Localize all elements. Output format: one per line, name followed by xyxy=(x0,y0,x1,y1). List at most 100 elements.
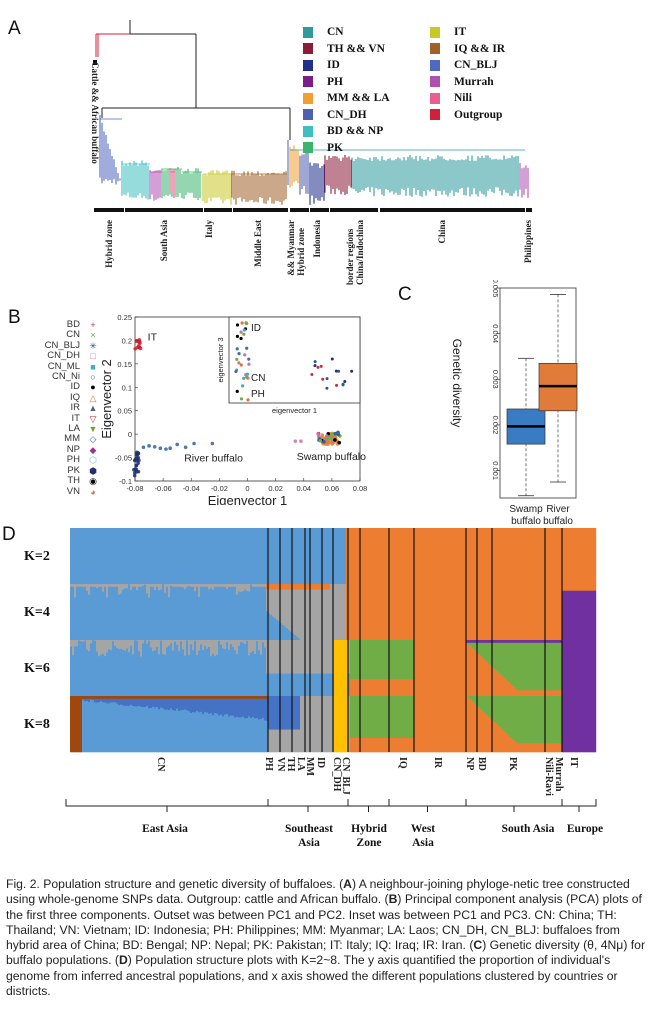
admixture-segment xyxy=(186,698,189,711)
admixture-segment xyxy=(350,584,353,641)
admixture-segment xyxy=(182,649,185,697)
admixture-segment xyxy=(396,679,399,697)
admixture-segment xyxy=(238,717,241,753)
legend-label: IQ && IR xyxy=(454,42,506,55)
admixture-segment xyxy=(516,642,519,690)
admixture-segment xyxy=(588,696,591,753)
admixture-segment xyxy=(488,716,491,753)
admixture-segment xyxy=(318,589,321,641)
admixture-segment xyxy=(250,652,253,697)
tree-region-bar xyxy=(330,208,378,212)
admixture-segment xyxy=(454,528,457,585)
admixture-segment xyxy=(300,696,303,753)
admixture-segment xyxy=(354,738,357,753)
admixture-segment xyxy=(258,698,261,720)
admixture-segment xyxy=(246,698,249,719)
admixture-segment xyxy=(84,586,87,641)
admixture-segment xyxy=(92,696,95,700)
admixture-segment xyxy=(168,709,171,753)
admixture-segment xyxy=(382,640,385,680)
admixture-segment xyxy=(548,584,551,641)
admixture-segment xyxy=(376,640,379,680)
admixture-segment xyxy=(344,528,347,585)
admixture-segment xyxy=(452,640,455,697)
admixture-segment xyxy=(510,528,513,585)
admixture-segment xyxy=(486,584,489,641)
admixture-segment xyxy=(106,696,109,700)
admixture-segment xyxy=(532,640,535,644)
admixture-segment xyxy=(232,698,235,716)
admixture-segment xyxy=(524,640,527,644)
admixture-segment xyxy=(178,696,181,700)
admixture-segment xyxy=(104,640,107,657)
admixture-segment xyxy=(94,702,97,753)
admixture-segment xyxy=(182,528,185,585)
admixture-segment xyxy=(324,640,327,674)
admixture-segment xyxy=(114,696,117,700)
admixture-segment xyxy=(540,743,543,753)
admixture-segment xyxy=(96,588,99,641)
admixture-segment xyxy=(502,642,505,677)
admixture-segment xyxy=(504,528,507,585)
admixture-segment xyxy=(386,679,389,697)
admixture-segment xyxy=(458,640,461,697)
admixture-segment xyxy=(166,584,169,588)
admixture-segment xyxy=(160,707,163,753)
admixture-segment xyxy=(112,586,115,641)
admixture-segment xyxy=(518,584,521,641)
admixture-segment xyxy=(594,696,597,753)
admixture-segment xyxy=(432,528,435,585)
pca-legend-symbol: ■ xyxy=(90,361,96,372)
admixture-segment xyxy=(344,696,347,753)
admixture-segment xyxy=(592,696,595,753)
pca-point xyxy=(152,444,157,449)
admixture-segment xyxy=(460,584,463,641)
admixture-segment xyxy=(290,673,293,697)
admixture-segment xyxy=(466,584,469,641)
admixture-segment xyxy=(166,709,169,753)
admixture-segment xyxy=(366,696,369,739)
admixture-segment xyxy=(320,640,323,674)
pca-y-tick-label: -0.05 xyxy=(115,454,132,463)
pca-inset-point xyxy=(310,372,314,376)
admixture-segment xyxy=(176,696,179,700)
pca-legend-symbol: ⬢ xyxy=(89,465,97,476)
admixture-segment xyxy=(578,640,581,697)
admixture-segment xyxy=(206,696,209,700)
admixture-segment xyxy=(270,614,273,641)
admixture-segment xyxy=(172,696,175,700)
admixture-segment xyxy=(324,696,327,753)
admixture-segment xyxy=(302,584,305,590)
admixture-segment xyxy=(190,712,193,753)
pca-legend-symbol: + xyxy=(90,320,96,330)
caption-text: Fig. 2. Population structure and genetic… xyxy=(6,877,344,891)
admixture-segment xyxy=(248,640,251,656)
admixture-segment xyxy=(288,673,291,697)
admixture-segment xyxy=(184,589,187,641)
admixture-segment xyxy=(312,640,315,674)
pca-inset-point xyxy=(313,360,317,364)
admixture-segment xyxy=(472,696,475,702)
admixture-segment xyxy=(178,586,181,641)
admixture-segment xyxy=(346,584,349,641)
admixture-segment xyxy=(284,673,287,697)
admixture-segment xyxy=(108,586,111,641)
admixture-segment xyxy=(172,528,175,585)
admixture-segment xyxy=(516,528,519,585)
admixture-segment xyxy=(188,711,191,753)
admixture-segment xyxy=(402,696,405,739)
pca-legend-entry: BD + xyxy=(14,319,100,330)
admixture-segment xyxy=(530,696,533,744)
admixture-segment xyxy=(104,702,107,753)
admixture-segment xyxy=(416,640,419,697)
pca-point xyxy=(333,435,337,439)
admixture-segment xyxy=(188,655,191,697)
admixture-segment xyxy=(132,640,135,655)
admixture-segment xyxy=(188,640,191,656)
admixture-segment xyxy=(158,698,161,710)
admixture-segment xyxy=(488,584,491,641)
admixture-segment xyxy=(536,690,539,697)
admixture-segment xyxy=(500,584,503,641)
legend-label: TH && VN xyxy=(327,42,385,55)
admixture-segment xyxy=(142,698,145,708)
